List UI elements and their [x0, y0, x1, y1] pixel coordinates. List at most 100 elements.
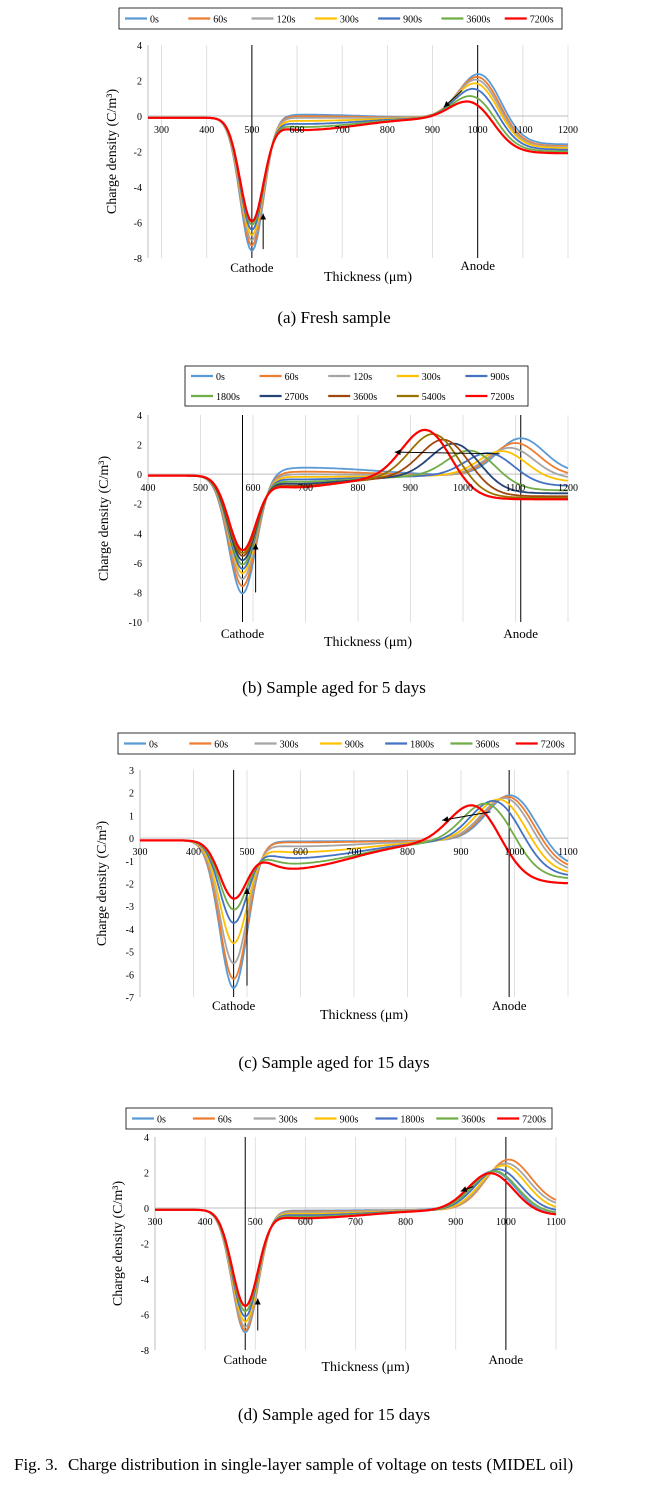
chart-d-caption: (d) Sample aged for 15 days [237, 1405, 431, 1424]
legend-label: 0s [149, 740, 158, 751]
y-tick-label: -7 [126, 993, 134, 1004]
series-line-3600s [140, 802, 569, 911]
x-tick-label: 1000 [496, 1217, 516, 1228]
x-tick-label: 600 [293, 847, 308, 858]
x-tick-label: 600 [290, 125, 305, 136]
x-tick-label: 500 [240, 847, 255, 858]
x-tick-label: 800 [398, 1217, 413, 1228]
y-tick-label: -8 [141, 1346, 149, 1357]
x-tick-label: 500 [193, 483, 208, 494]
anode-arrow [460, 1186, 474, 1192]
x-tick-label: 400 [198, 1217, 213, 1228]
y-tick-label: 4 [137, 411, 142, 422]
x-tick-label: 900 [425, 125, 440, 136]
chart-c-caption: (c) Sample aged for 15 days [238, 1053, 430, 1072]
legend-label: 900s [345, 740, 364, 751]
y-tick-label: -8 [134, 588, 142, 599]
legend-label: 60s [218, 1115, 232, 1126]
y-tick-label: -2 [141, 1240, 149, 1251]
x-tick-label: 800 [380, 125, 395, 136]
chart-a: 4 2 0 -2 -4 -6 -8 300 400 500 600 700 800 900 1000 1100… [105, 7, 578, 285]
y-tick-label: 0 [129, 834, 134, 845]
legend-label: 5400s [422, 392, 446, 403]
x-axis-title: Thickness (μm) [320, 1008, 408, 1023]
anode-arrow [442, 811, 491, 823]
legend-label: 1800s [216, 392, 240, 403]
series-line-7200s [140, 804, 569, 900]
series-line-120s [148, 78, 568, 242]
x-axis-title: Thickness (μm) [324, 635, 412, 650]
y-tick-label: -2 [126, 880, 134, 891]
anode-label: Anode [503, 626, 538, 641]
y-tick-label: -1 [126, 857, 134, 868]
legend-label: 60s [214, 740, 228, 751]
x-tick-label: 1100 [506, 483, 526, 494]
chart-a-caption: (a) Fresh sample [277, 308, 391, 327]
series-line-900s [140, 798, 569, 944]
legend-label: 0s [150, 15, 159, 26]
figure-caption-text: Charge distribution in single-layer samp… [67, 1455, 574, 1474]
series-line-300s [148, 82, 568, 236]
legend-label: 300s [340, 15, 359, 26]
y-tick-label: -2 [134, 500, 142, 511]
x-tick-label: 300 [154, 125, 169, 136]
y-tick-label: -6 [134, 559, 142, 570]
x-tick-label: 900 [448, 1217, 463, 1228]
x-tick-label: 400 [186, 847, 201, 858]
legend-label: 7200s [490, 392, 514, 403]
x-tick-label: 1000 [453, 483, 473, 494]
y-tick-label: -6 [134, 219, 142, 230]
y-axis-title: Charge density (C/m³) [97, 456, 112, 582]
figure-caption-label: Fig. 3. [14, 1455, 58, 1474]
chart-panel-b: 4 2 0 -2 -4 -6 -8 -10 400 500 600 700 800 900 1000 1100… [0, 360, 668, 705]
y-tick-label: -10 [129, 618, 142, 629]
cathode-label: Cathode [221, 626, 265, 641]
y-tick-label: -4 [134, 183, 142, 194]
x-tick-label: 400 [141, 483, 156, 494]
x-tick-label: 600 [298, 1217, 313, 1228]
y-tick-label: 3 [129, 766, 134, 777]
x-tick-label: 700 [298, 483, 313, 494]
series-line-0s [148, 73, 568, 252]
series-line-7200s [148, 428, 568, 552]
y-tick-label: 0 [144, 1204, 149, 1215]
cathode-label: Cathode [224, 1352, 268, 1367]
y-tick-label: 0 [137, 112, 142, 123]
y-tick-label: 2 [137, 441, 142, 452]
chart-c: 3 2 1 0 -1 -2 -3 -4 -5 -6 -7 300 400 500 600 700 800 900 1… [95, 732, 578, 1023]
y-tick-label: 2 [129, 789, 134, 800]
y-tick-label: -8 [134, 254, 142, 265]
legend: 0s 60s 120s 300s 900s 1800s 2700s 3600s 5400s 720… [184, 365, 529, 407]
cathode-label: Cathode [212, 998, 256, 1013]
cathode-label: Cathode [230, 260, 274, 275]
legend-label: 1800s [400, 1115, 424, 1126]
legend-label: 900s [490, 372, 509, 383]
y-tick-label: -6 [126, 970, 134, 981]
y-tick-label: 0 [137, 470, 142, 481]
y-tick-label: -2 [134, 148, 142, 159]
series-line-7200s [155, 1172, 557, 1308]
chart-b: 4 2 0 -2 -4 -6 -8 -10 400 500 600 700 800 900 1000 1100… [97, 365, 578, 650]
series-line-60s [148, 76, 568, 247]
y-tick-label: -4 [134, 529, 142, 540]
figure-caption: Fig. 3. Charge distribution in single-lay… [14, 1455, 664, 1475]
legend: 0s 60s 300s 900s 1800s 3600s 7200s [117, 732, 576, 755]
x-tick-label: 500 [248, 1217, 263, 1228]
legend-label: 3600s [466, 15, 490, 26]
x-tick-label: 1000 [505, 847, 525, 858]
y-tick-label: -3 [126, 902, 134, 913]
x-tick-label: 500 [244, 125, 259, 136]
legend-label: 0s [157, 1115, 166, 1126]
x-axis-title: Thickness (μm) [322, 1360, 410, 1375]
legend-label: 1800s [410, 740, 434, 751]
chart-panel-c: 3 2 1 0 -1 -2 -3 -4 -5 -6 -7 300 400 500 600 700 800 900 1… [0, 725, 668, 1085]
anode-label: Anode [492, 998, 527, 1013]
chart-d: 4 2 0 -2 -4 -6 -8 300 400 500 600 700 800 900 1000 1100… [111, 1107, 566, 1375]
y-tick-label: 4 [144, 1133, 149, 1144]
legend-label: 300s [279, 1115, 298, 1126]
legend-label: 900s [403, 15, 422, 26]
anode-arrow [443, 90, 463, 108]
x-axis-title: Thickness (μm) [324, 270, 412, 285]
chart-panel-d: 4 2 0 -2 -4 -6 -8 300 400 500 600 700 800 900 1000 1100… [0, 1100, 668, 1430]
y-tick-label: -4 [126, 925, 134, 936]
